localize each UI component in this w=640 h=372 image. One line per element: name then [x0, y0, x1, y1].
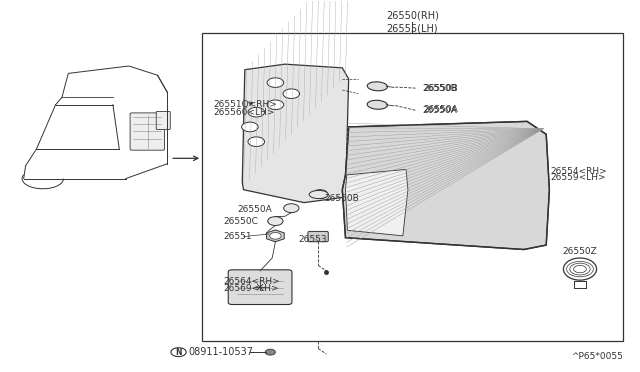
Circle shape	[267, 100, 284, 110]
Circle shape	[283, 89, 300, 99]
FancyBboxPatch shape	[228, 270, 292, 305]
Text: 08911-10537: 08911-10537	[188, 347, 253, 357]
Text: ^P65*0055: ^P65*0055	[571, 352, 623, 361]
Text: 26569<LH>: 26569<LH>	[223, 284, 279, 293]
Circle shape	[267, 78, 284, 87]
Polygon shape	[346, 169, 408, 236]
Circle shape	[248, 137, 264, 147]
Polygon shape	[342, 121, 549, 250]
FancyBboxPatch shape	[156, 112, 170, 129]
Circle shape	[268, 217, 283, 225]
Text: 26553: 26553	[298, 235, 327, 244]
Text: 26550A: 26550A	[423, 105, 458, 114]
Text: 26550B: 26550B	[423, 84, 458, 93]
Bar	[202, 33, 623, 341]
Polygon shape	[243, 64, 349, 203]
Circle shape	[312, 190, 328, 199]
Text: N: N	[175, 348, 182, 357]
Text: 26554<RH>: 26554<RH>	[550, 167, 607, 176]
Text: 26551: 26551	[223, 232, 252, 241]
Text: 26551Q<RH>: 26551Q<RH>	[213, 100, 277, 109]
Text: 26550(RH)
26555(LH): 26550(RH) 26555(LH)	[386, 11, 439, 33]
Circle shape	[248, 108, 264, 117]
FancyBboxPatch shape	[308, 231, 328, 242]
Circle shape	[269, 232, 281, 239]
Polygon shape	[267, 230, 284, 242]
Circle shape	[284, 204, 299, 212]
Text: 26550B: 26550B	[422, 84, 457, 93]
Text: 265560<LH>: 265560<LH>	[213, 108, 275, 117]
Ellipse shape	[367, 82, 387, 91]
Text: 26550A: 26550A	[422, 106, 457, 115]
Ellipse shape	[309, 190, 328, 199]
FancyBboxPatch shape	[130, 113, 164, 150]
Ellipse shape	[367, 100, 387, 109]
Text: 26550A: 26550A	[237, 205, 272, 214]
Ellipse shape	[563, 258, 596, 280]
Text: 26559<LH>: 26559<LH>	[550, 173, 606, 182]
Text: 26550Z: 26550Z	[563, 247, 597, 256]
Text: 26564<RH>: 26564<RH>	[223, 277, 280, 286]
Text: 26550B: 26550B	[324, 194, 359, 203]
Circle shape	[242, 122, 258, 132]
Circle shape	[265, 349, 275, 355]
Text: 26550C: 26550C	[223, 217, 258, 226]
